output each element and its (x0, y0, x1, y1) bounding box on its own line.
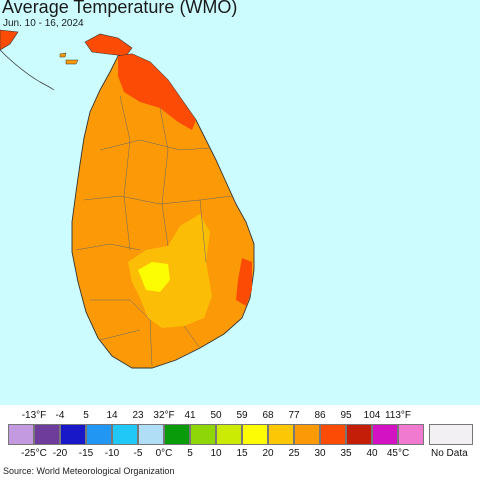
legend-fahrenheit-label: 14 (106, 410, 118, 421)
legend-fahrenheit-label: 95 (340, 410, 352, 421)
india-landmass (0, 29, 19, 51)
legend-fahrenheit-label: 59 (236, 410, 248, 421)
legend-swatch (398, 424, 424, 445)
legend-celsius-label: -25°C (21, 448, 47, 459)
map-canvas (0, 29, 255, 369)
no-data-swatch (429, 424, 473, 445)
legend-fahrenheit-label: 86 (314, 410, 326, 421)
jaffna-peninsula (84, 33, 133, 57)
district-borders (75, 95, 233, 367)
legend-fahrenheit-label: 104 (363, 410, 381, 421)
legend-celsius-label: 20 (262, 448, 274, 459)
no-data-label: No Data (431, 448, 468, 459)
island-2 (59, 52, 67, 58)
legend-fahrenheit-label: 32°F (153, 410, 175, 421)
map-subtitle: Jun. 10 - 16, 2024 (3, 18, 84, 29)
warm-zone-north (118, 54, 196, 130)
legend-swatch (372, 424, 398, 445)
map-title: Average Temperature (WMO) (2, 0, 238, 17)
legend-celsius-label: -15 (78, 448, 94, 459)
legend-swatch (346, 424, 372, 445)
legend-fahrenheit-label: 77 (288, 410, 300, 421)
india-coast-line (0, 49, 55, 91)
legend-swatch (34, 424, 60, 445)
legend-celsius-label: 5 (187, 448, 193, 459)
legend-fahrenheit-label: -13°F (21, 410, 47, 421)
legend-celsius-label: -10 (104, 448, 120, 459)
legend-celsius-label: 25 (288, 448, 300, 459)
warm-zone-east (236, 258, 252, 306)
legend-swatch (294, 424, 320, 445)
legend-swatch (216, 424, 242, 445)
legend-celsius-label: 0°C (155, 448, 173, 459)
legend-fahrenheit-label: 41 (184, 410, 196, 421)
legend-swatch (320, 424, 346, 445)
legend-swatch (268, 424, 294, 445)
legend-swatch (60, 424, 86, 445)
legend-swatch (86, 424, 112, 445)
cooler-zone-highlands (128, 214, 212, 328)
legend-celsius-label: 40 (366, 448, 378, 459)
legend-swatch (112, 424, 138, 445)
legend-fahrenheit-label: 113°F (384, 410, 412, 421)
legend-swatch (164, 424, 190, 445)
legend-celsius-label: 15 (236, 448, 248, 459)
legend-fahrenheit-label: 23 (132, 410, 144, 421)
legend-swatch (138, 424, 164, 445)
legend-celsius-label: 35 (340, 448, 352, 459)
legend-celsius-label: -5 (133, 448, 143, 459)
legend-fahrenheit-label: -4 (55, 410, 65, 421)
source-credit: Source: World Meteorological Organizatio… (3, 466, 175, 476)
legend-fahrenheit-label: 5 (83, 410, 89, 421)
legend-fahrenheit-label: 50 (210, 410, 222, 421)
coolest-zone-peak (138, 262, 170, 292)
legend-celsius-label: 30 (314, 448, 326, 459)
legend-swatch (242, 424, 268, 445)
legend-fahrenheit-label: 68 (262, 410, 274, 421)
legend-swatch (190, 424, 216, 445)
legend-swatch (8, 424, 34, 445)
legend-celsius-label: 45°C (386, 448, 410, 459)
legend-celsius-label: -20 (52, 448, 68, 459)
map-area: Average Temperature (WMO) Jun. 10 - 16, … (0, 0, 480, 405)
island-1 (65, 59, 79, 65)
legend-celsius-label: 10 (210, 448, 222, 459)
